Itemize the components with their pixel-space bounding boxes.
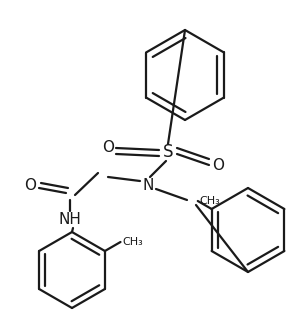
Text: CH₃: CH₃ xyxy=(122,237,143,247)
Text: O: O xyxy=(24,177,36,192)
Text: S: S xyxy=(163,143,173,161)
Text: CH₃: CH₃ xyxy=(200,196,221,206)
Text: NH: NH xyxy=(58,212,81,227)
Text: N: N xyxy=(142,177,154,192)
Text: O: O xyxy=(212,157,224,172)
Text: O: O xyxy=(102,141,114,156)
